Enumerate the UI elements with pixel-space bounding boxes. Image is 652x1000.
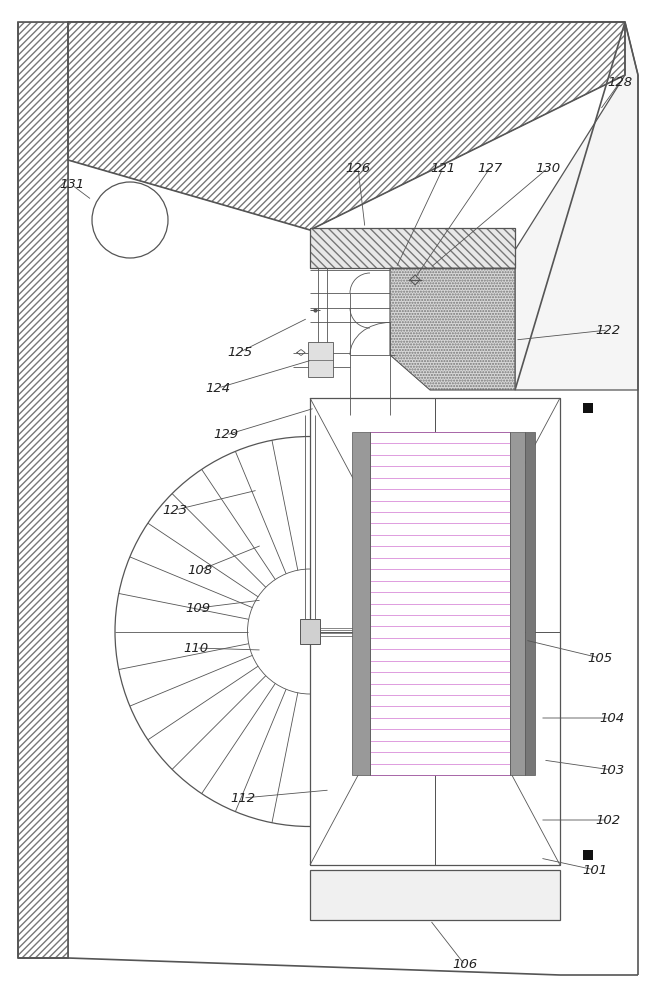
Text: 130: 130 — [535, 161, 561, 174]
Text: 105: 105 — [587, 652, 613, 664]
Bar — [352, 432, 370, 775]
Text: 108: 108 — [187, 564, 213, 576]
Bar — [310, 870, 560, 920]
Text: 104: 104 — [599, 712, 625, 724]
Bar — [300, 619, 320, 644]
Text: 101: 101 — [582, 863, 608, 876]
Bar — [510, 432, 525, 775]
Polygon shape — [515, 22, 638, 390]
Text: 122: 122 — [595, 324, 621, 336]
Text: 123: 123 — [162, 504, 188, 516]
Text: 103: 103 — [599, 764, 625, 776]
Text: 106: 106 — [452, 958, 477, 972]
Text: 127: 127 — [477, 161, 503, 174]
Text: 121: 121 — [430, 161, 456, 174]
Bar — [310, 398, 560, 865]
Polygon shape — [18, 22, 68, 958]
Text: 110: 110 — [183, 642, 209, 654]
Text: 124: 124 — [205, 381, 231, 394]
Bar — [525, 432, 535, 775]
Circle shape — [92, 182, 168, 258]
Bar — [308, 342, 333, 377]
Text: 131: 131 — [59, 178, 85, 192]
Text: 112: 112 — [230, 792, 256, 804]
Text: 102: 102 — [595, 814, 621, 826]
Bar — [583, 403, 593, 413]
Bar — [370, 432, 510, 775]
Text: 129: 129 — [213, 428, 239, 442]
Text: 125: 125 — [228, 346, 252, 359]
Text: 126: 126 — [346, 161, 370, 174]
Text: 109: 109 — [185, 601, 211, 614]
Polygon shape — [68, 22, 625, 230]
Polygon shape — [310, 228, 515, 268]
Bar — [583, 850, 593, 860]
Polygon shape — [390, 268, 515, 390]
Text: 128: 128 — [608, 76, 632, 89]
